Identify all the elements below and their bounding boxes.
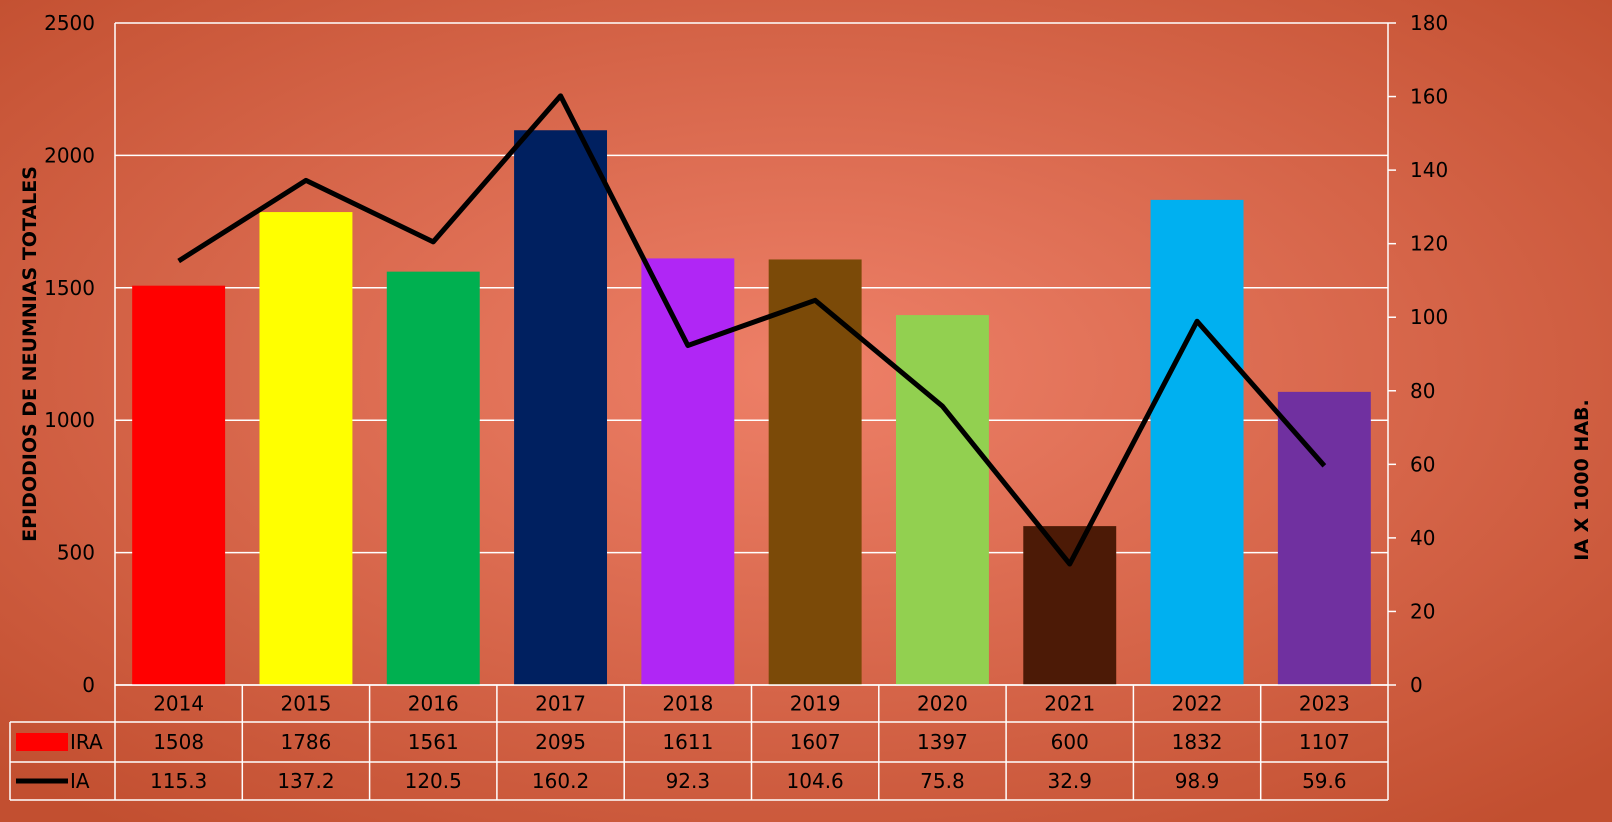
y-tick-label: 2000 <box>44 143 95 167</box>
x-tick-label: 2014 <box>153 692 204 716</box>
table-value: 59.6 <box>1302 769 1347 793</box>
table-value: 1786 <box>280 730 331 754</box>
y-tick-label: 0 <box>82 673 95 697</box>
y-axis-title: EPIDODIOS DE NEUMNIAS TOTALES <box>19 166 41 542</box>
y-tick-label: 500 <box>57 541 95 565</box>
y2-tick-label: 140 <box>1410 158 1448 182</box>
y2-tick-label: 80 <box>1410 379 1435 403</box>
table-value: 1508 <box>153 730 204 754</box>
x-tick-label: 2016 <box>408 692 459 716</box>
bar <box>386 271 480 685</box>
legend-label: IA <box>70 769 90 793</box>
table-value: 600 <box>1051 730 1089 754</box>
y2-tick-label: 180 <box>1410 11 1448 35</box>
x-tick-label: 2018 <box>662 692 713 716</box>
table-value: 2095 <box>535 730 586 754</box>
table-value: 1832 <box>1172 730 1223 754</box>
y2-tick-label: 20 <box>1410 599 1435 623</box>
y-tick-label: 2500 <box>44 11 95 35</box>
y2-tick-label: 60 <box>1410 452 1435 476</box>
x-tick-label: 2017 <box>535 692 586 716</box>
table-value: 1611 <box>662 730 713 754</box>
y-tick-label: 1500 <box>44 276 95 300</box>
table-value: 92.3 <box>666 769 711 793</box>
y2-axis-title: IA X 1000 HAB. <box>1571 399 1593 560</box>
table-value: 98.9 <box>1175 769 1220 793</box>
bar <box>895 315 989 685</box>
table-value: 160.2 <box>532 769 589 793</box>
table-value: 120.5 <box>405 769 462 793</box>
x-tick-label: 2015 <box>280 692 331 716</box>
table-value: 137.2 <box>277 769 334 793</box>
bar <box>1150 199 1244 685</box>
table-value: 104.6 <box>787 769 844 793</box>
bar <box>514 130 608 685</box>
legend-swatch <box>16 733 68 751</box>
y2-tick-label: 100 <box>1410 305 1448 329</box>
table-value: 32.9 <box>1047 769 1092 793</box>
line <box>177 93 1327 567</box>
x-tick-label: 2019 <box>790 692 841 716</box>
y2-tick-label: 0 <box>1410 673 1423 697</box>
y2-tick-label: 40 <box>1410 526 1435 550</box>
x-tick-label: 2022 <box>1172 692 1223 716</box>
bar <box>1277 391 1371 685</box>
table-value: 1107 <box>1299 730 1350 754</box>
table-value: 1607 <box>790 730 841 754</box>
table-value: 1397 <box>917 730 968 754</box>
x-tick-label: 2020 <box>917 692 968 716</box>
x-tick-label: 2021 <box>1044 692 1095 716</box>
table-value: 115.3 <box>150 769 207 793</box>
bar <box>768 259 862 685</box>
table-value: 1561 <box>408 730 459 754</box>
y-tick-label: 1000 <box>44 408 95 432</box>
legend-label: IRA <box>70 730 103 754</box>
table-value: 75.8 <box>920 769 965 793</box>
bar <box>132 285 226 685</box>
x-tick-label: 2023 <box>1299 692 1350 716</box>
y2-tick-label: 160 <box>1410 85 1448 109</box>
bar <box>259 212 353 685</box>
y2-tick-label: 120 <box>1410 232 1448 256</box>
bar <box>641 258 735 685</box>
bar <box>1023 526 1117 685</box>
